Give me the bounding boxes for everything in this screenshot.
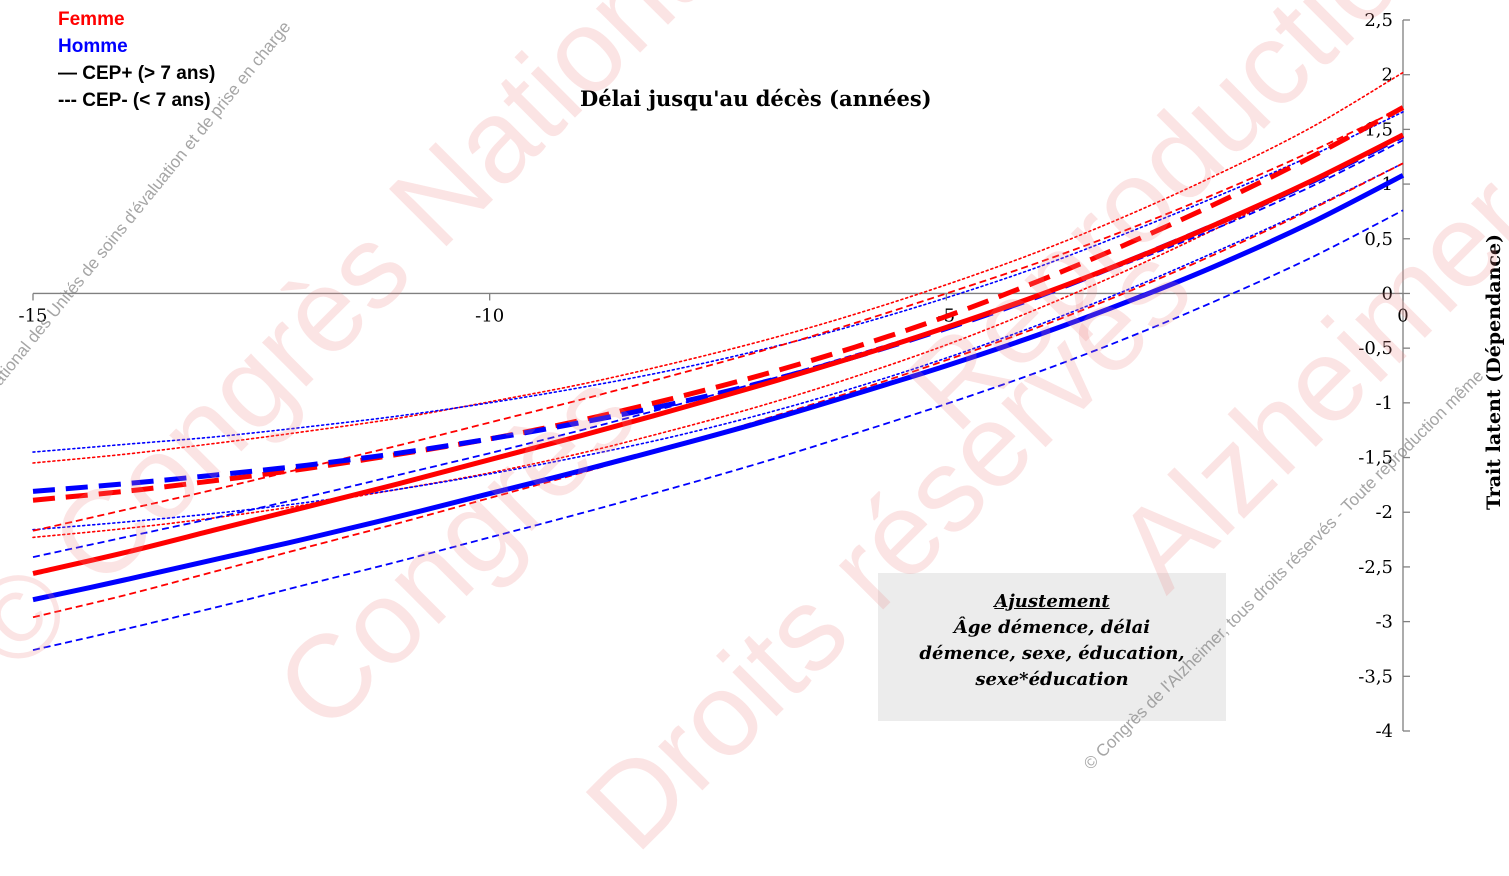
series-femme-cep-plus-ci-upper bbox=[32, 106, 1404, 532]
y-tick-label: -2 bbox=[1375, 502, 1393, 523]
y-tick-label: -0,5 bbox=[1358, 338, 1393, 359]
adjustment-heading: Ajustement bbox=[994, 591, 1110, 612]
adjustment-line-3: sexe*éducation bbox=[975, 669, 1129, 690]
y-tick-label: 2 bbox=[1382, 65, 1393, 86]
legend: Femme Homme — CEP+ (> 7 ans) --- CEP- (<… bbox=[58, 6, 215, 114]
y-tick-label: -4 bbox=[1375, 721, 1393, 742]
series-homme-cep-minus-ci-lower bbox=[32, 162, 1404, 531]
series-homme-cep-plus-estimate bbox=[32, 173, 1405, 603]
x-tick-label: -15 bbox=[19, 305, 48, 326]
series-femme-cep-minus-ci-lower bbox=[32, 135, 1404, 539]
series-femme-cep-minus-estimate bbox=[32, 105, 1405, 503]
series-homme-cep-minus-estimate bbox=[32, 133, 1405, 494]
y-tick-label: -3 bbox=[1375, 612, 1393, 633]
series-homme-cep-plus-ci-lower bbox=[32, 209, 1404, 651]
y-tick-label: -2,5 bbox=[1358, 557, 1393, 578]
series-homme-cep-minus-ci-upper bbox=[32, 111, 1404, 453]
y-tick-label: -1,5 bbox=[1358, 448, 1393, 469]
y-tick-label: 2,5 bbox=[1364, 10, 1393, 31]
adjustment-line-1: Âge démence, délai bbox=[953, 617, 1151, 638]
series-femme-cep-minus-ci-upper bbox=[32, 71, 1404, 464]
y-tick-label: 0 bbox=[1382, 283, 1393, 304]
y-tick-label: 1,5 bbox=[1364, 119, 1393, 140]
adjustment-note: Ajustement Âge démence, délai démence, s… bbox=[878, 573, 1226, 721]
chart-title: Délai jusqu'au décès (années) bbox=[580, 86, 932, 111]
adjustment-line-2: démence, sexe, éducation, bbox=[919, 643, 1185, 664]
y-tick-label: -1 bbox=[1375, 393, 1393, 414]
y-tick-label: -3,5 bbox=[1358, 666, 1393, 687]
legend-femme: Femme bbox=[58, 9, 125, 30]
x-tick-label: -10 bbox=[475, 305, 504, 326]
series-femme-cep-plus-estimate bbox=[32, 132, 1405, 576]
y-tick-label: 0,5 bbox=[1364, 229, 1393, 250]
legend-cep-minus: --- CEP- (< 7 ans) bbox=[58, 90, 211, 111]
legend-cep-plus: — CEP+ (> 7 ans) bbox=[58, 63, 216, 84]
x-tick-label: 0 bbox=[1397, 305, 1408, 326]
legend-homme: Homme bbox=[58, 36, 128, 57]
chart: -15 -10 -5 02,521,510,50-0,5-1-1,5-2-2,5-3-… bbox=[19, 10, 1410, 742]
